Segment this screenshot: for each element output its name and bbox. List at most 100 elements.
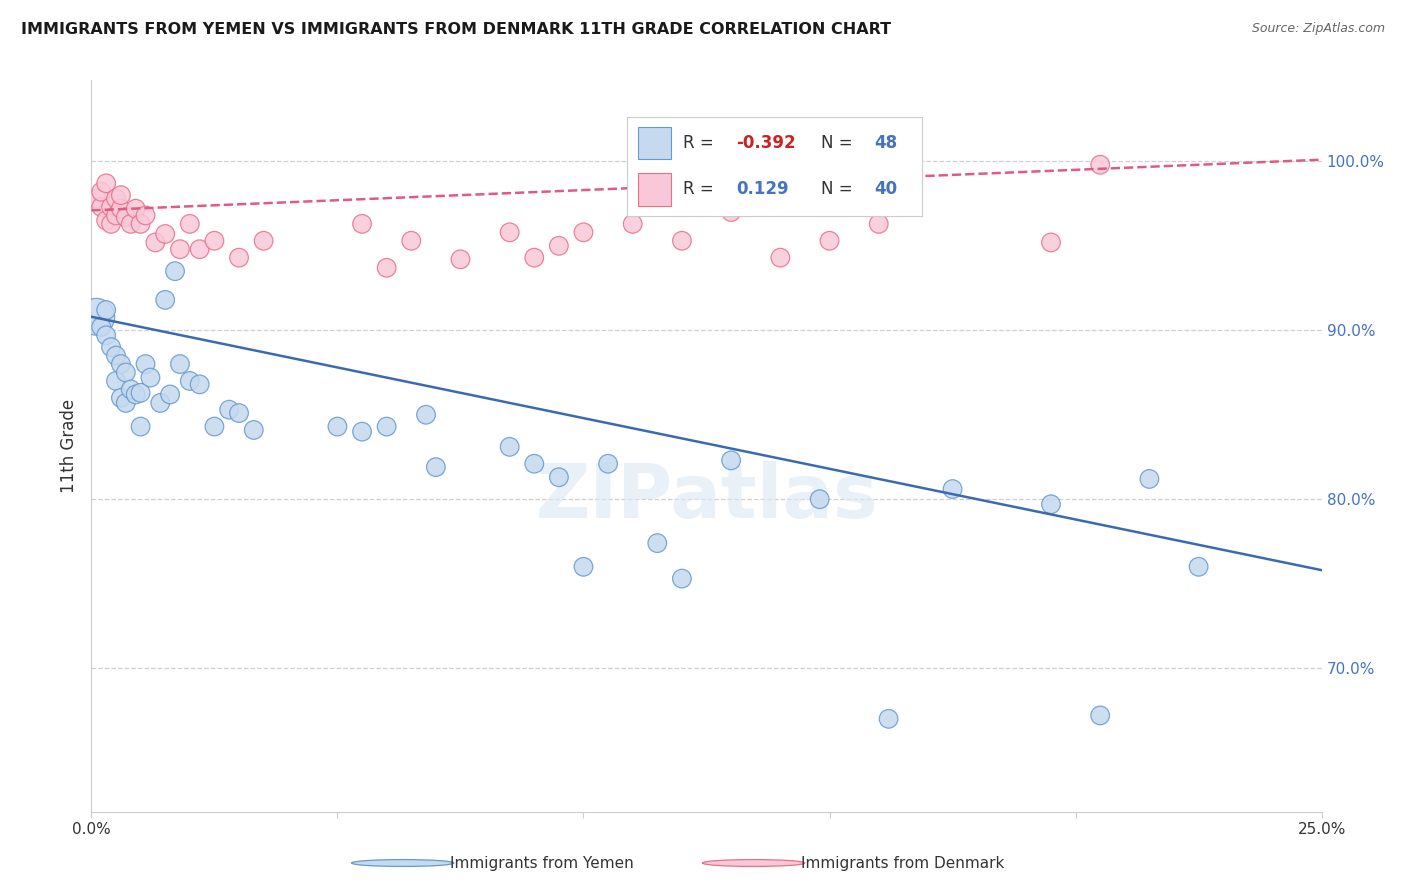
Point [572,559,595,574]
Point [1039,235,1063,250]
Point [253,234,276,248]
Point [808,492,831,507]
Text: 40: 40 [875,180,897,198]
Text: Source: ZipAtlas.com: Source: ZipAtlas.com [1251,22,1385,36]
Point [105,349,127,363]
Text: 48: 48 [875,134,897,152]
Point [124,202,146,216]
Point [202,234,225,248]
Point [326,419,349,434]
Point [218,402,240,417]
Point [90,200,112,214]
Point [120,383,142,397]
Point [671,234,693,248]
Point [90,319,112,334]
Point [114,210,138,224]
Point [596,457,619,471]
Point [114,366,138,380]
Point [547,239,569,253]
Point [149,396,172,410]
Circle shape [352,860,454,866]
Point [498,440,520,454]
Point [96,328,117,343]
Point [105,374,127,388]
Point [110,202,132,216]
Point [135,357,156,371]
Point [110,188,132,202]
Point [153,227,177,241]
Point [153,293,177,307]
Point [1139,472,1161,486]
Point [129,385,152,400]
Point [941,482,963,496]
Y-axis label: 11th Grade: 11th Grade [59,399,77,493]
Point [352,217,374,231]
Point [1088,158,1111,172]
Point [179,217,201,231]
Point [86,192,108,206]
Point [425,460,447,475]
Point [1187,559,1209,574]
Point [523,251,546,265]
Point [124,387,146,401]
Point [90,185,112,199]
Point [135,209,156,223]
Point [159,387,181,401]
Point [868,217,890,231]
Point [100,340,122,354]
Point [769,251,792,265]
Bar [638,173,671,206]
Point [86,310,108,324]
Point [139,370,162,384]
Bar [638,127,671,160]
Circle shape [703,860,804,866]
Point [399,234,422,248]
Point [1039,497,1063,511]
Text: R =: R = [683,180,724,198]
Point [96,177,117,191]
Point [375,260,398,275]
Point [96,213,117,227]
Text: IMMIGRANTS FROM YEMEN VS IMMIGRANTS FROM DENMARK 11TH GRADE CORRELATION CHART: IMMIGRANTS FROM YEMEN VS IMMIGRANTS FROM… [21,22,891,37]
Point [110,391,132,405]
Point [100,217,122,231]
Point [100,200,122,214]
Point [129,217,152,231]
Text: N =: N = [821,134,858,152]
Text: R =: R = [683,134,718,152]
Point [547,470,569,484]
Point [572,225,595,239]
Point [179,374,201,388]
Text: Immigrants from Denmark: Immigrants from Denmark [801,855,1004,871]
Point [105,192,127,206]
Point [202,419,225,434]
Point [621,217,644,231]
Point [449,252,471,267]
Text: -0.392: -0.392 [735,134,796,152]
Point [120,217,142,231]
Point [645,536,669,550]
Point [228,251,250,265]
Point [1088,708,1111,723]
Point [188,377,211,392]
Point [145,235,166,250]
Point [228,406,250,420]
Point [375,419,398,434]
Point [114,396,138,410]
Point [720,205,742,219]
Point [188,242,211,256]
Point [163,264,186,278]
Point [352,425,374,439]
Point [169,357,191,371]
Point [498,225,520,239]
Point [720,453,742,467]
Point [523,457,546,471]
Text: Immigrants from Yemen: Immigrants from Yemen [450,855,634,871]
Text: 0.129: 0.129 [735,180,789,198]
Point [110,357,132,371]
Text: N =: N = [821,180,858,198]
Point [818,234,841,248]
Point [671,572,693,586]
Text: ZIPatlas: ZIPatlas [536,460,877,533]
Point [105,209,127,223]
